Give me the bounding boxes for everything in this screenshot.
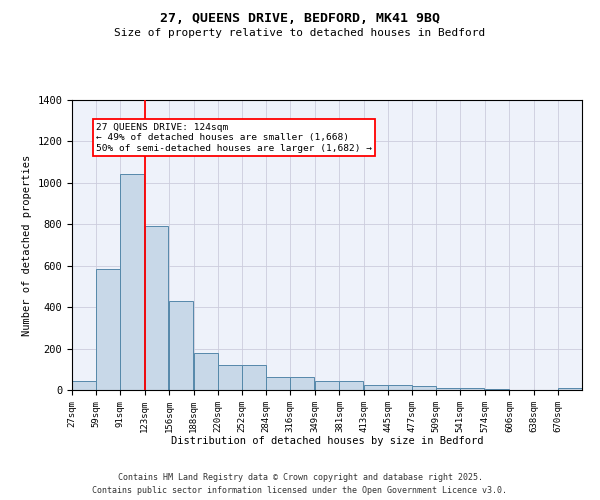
Y-axis label: Number of detached properties: Number of detached properties xyxy=(22,154,32,336)
X-axis label: Distribution of detached houses by size in Bedford: Distribution of detached houses by size … xyxy=(171,436,483,446)
Bar xyxy=(315,381,339,390)
Bar xyxy=(485,389,509,390)
Bar xyxy=(364,385,388,390)
Bar xyxy=(169,301,193,390)
Bar xyxy=(242,365,266,390)
Bar xyxy=(96,269,120,390)
Bar xyxy=(72,381,96,390)
Bar xyxy=(121,174,144,390)
Bar xyxy=(460,388,484,390)
Bar xyxy=(388,385,412,390)
Bar xyxy=(290,376,314,390)
Bar xyxy=(218,365,242,390)
Bar xyxy=(340,381,364,390)
Bar xyxy=(145,226,169,390)
Bar xyxy=(194,352,218,390)
Text: Size of property relative to detached houses in Bedford: Size of property relative to detached ho… xyxy=(115,28,485,38)
Text: 27 QUEENS DRIVE: 124sqm
← 49% of detached houses are smaller (1,668)
50% of semi: 27 QUEENS DRIVE: 124sqm ← 49% of detache… xyxy=(96,123,372,152)
Bar xyxy=(436,388,460,390)
Text: Contains public sector information licensed under the Open Government Licence v3: Contains public sector information licen… xyxy=(92,486,508,495)
Text: Contains HM Land Registry data © Crown copyright and database right 2025.: Contains HM Land Registry data © Crown c… xyxy=(118,474,482,482)
Bar xyxy=(412,386,436,390)
Text: 27, QUEENS DRIVE, BEDFORD, MK41 9BQ: 27, QUEENS DRIVE, BEDFORD, MK41 9BQ xyxy=(160,12,440,26)
Bar xyxy=(266,376,290,390)
Bar xyxy=(558,388,582,390)
